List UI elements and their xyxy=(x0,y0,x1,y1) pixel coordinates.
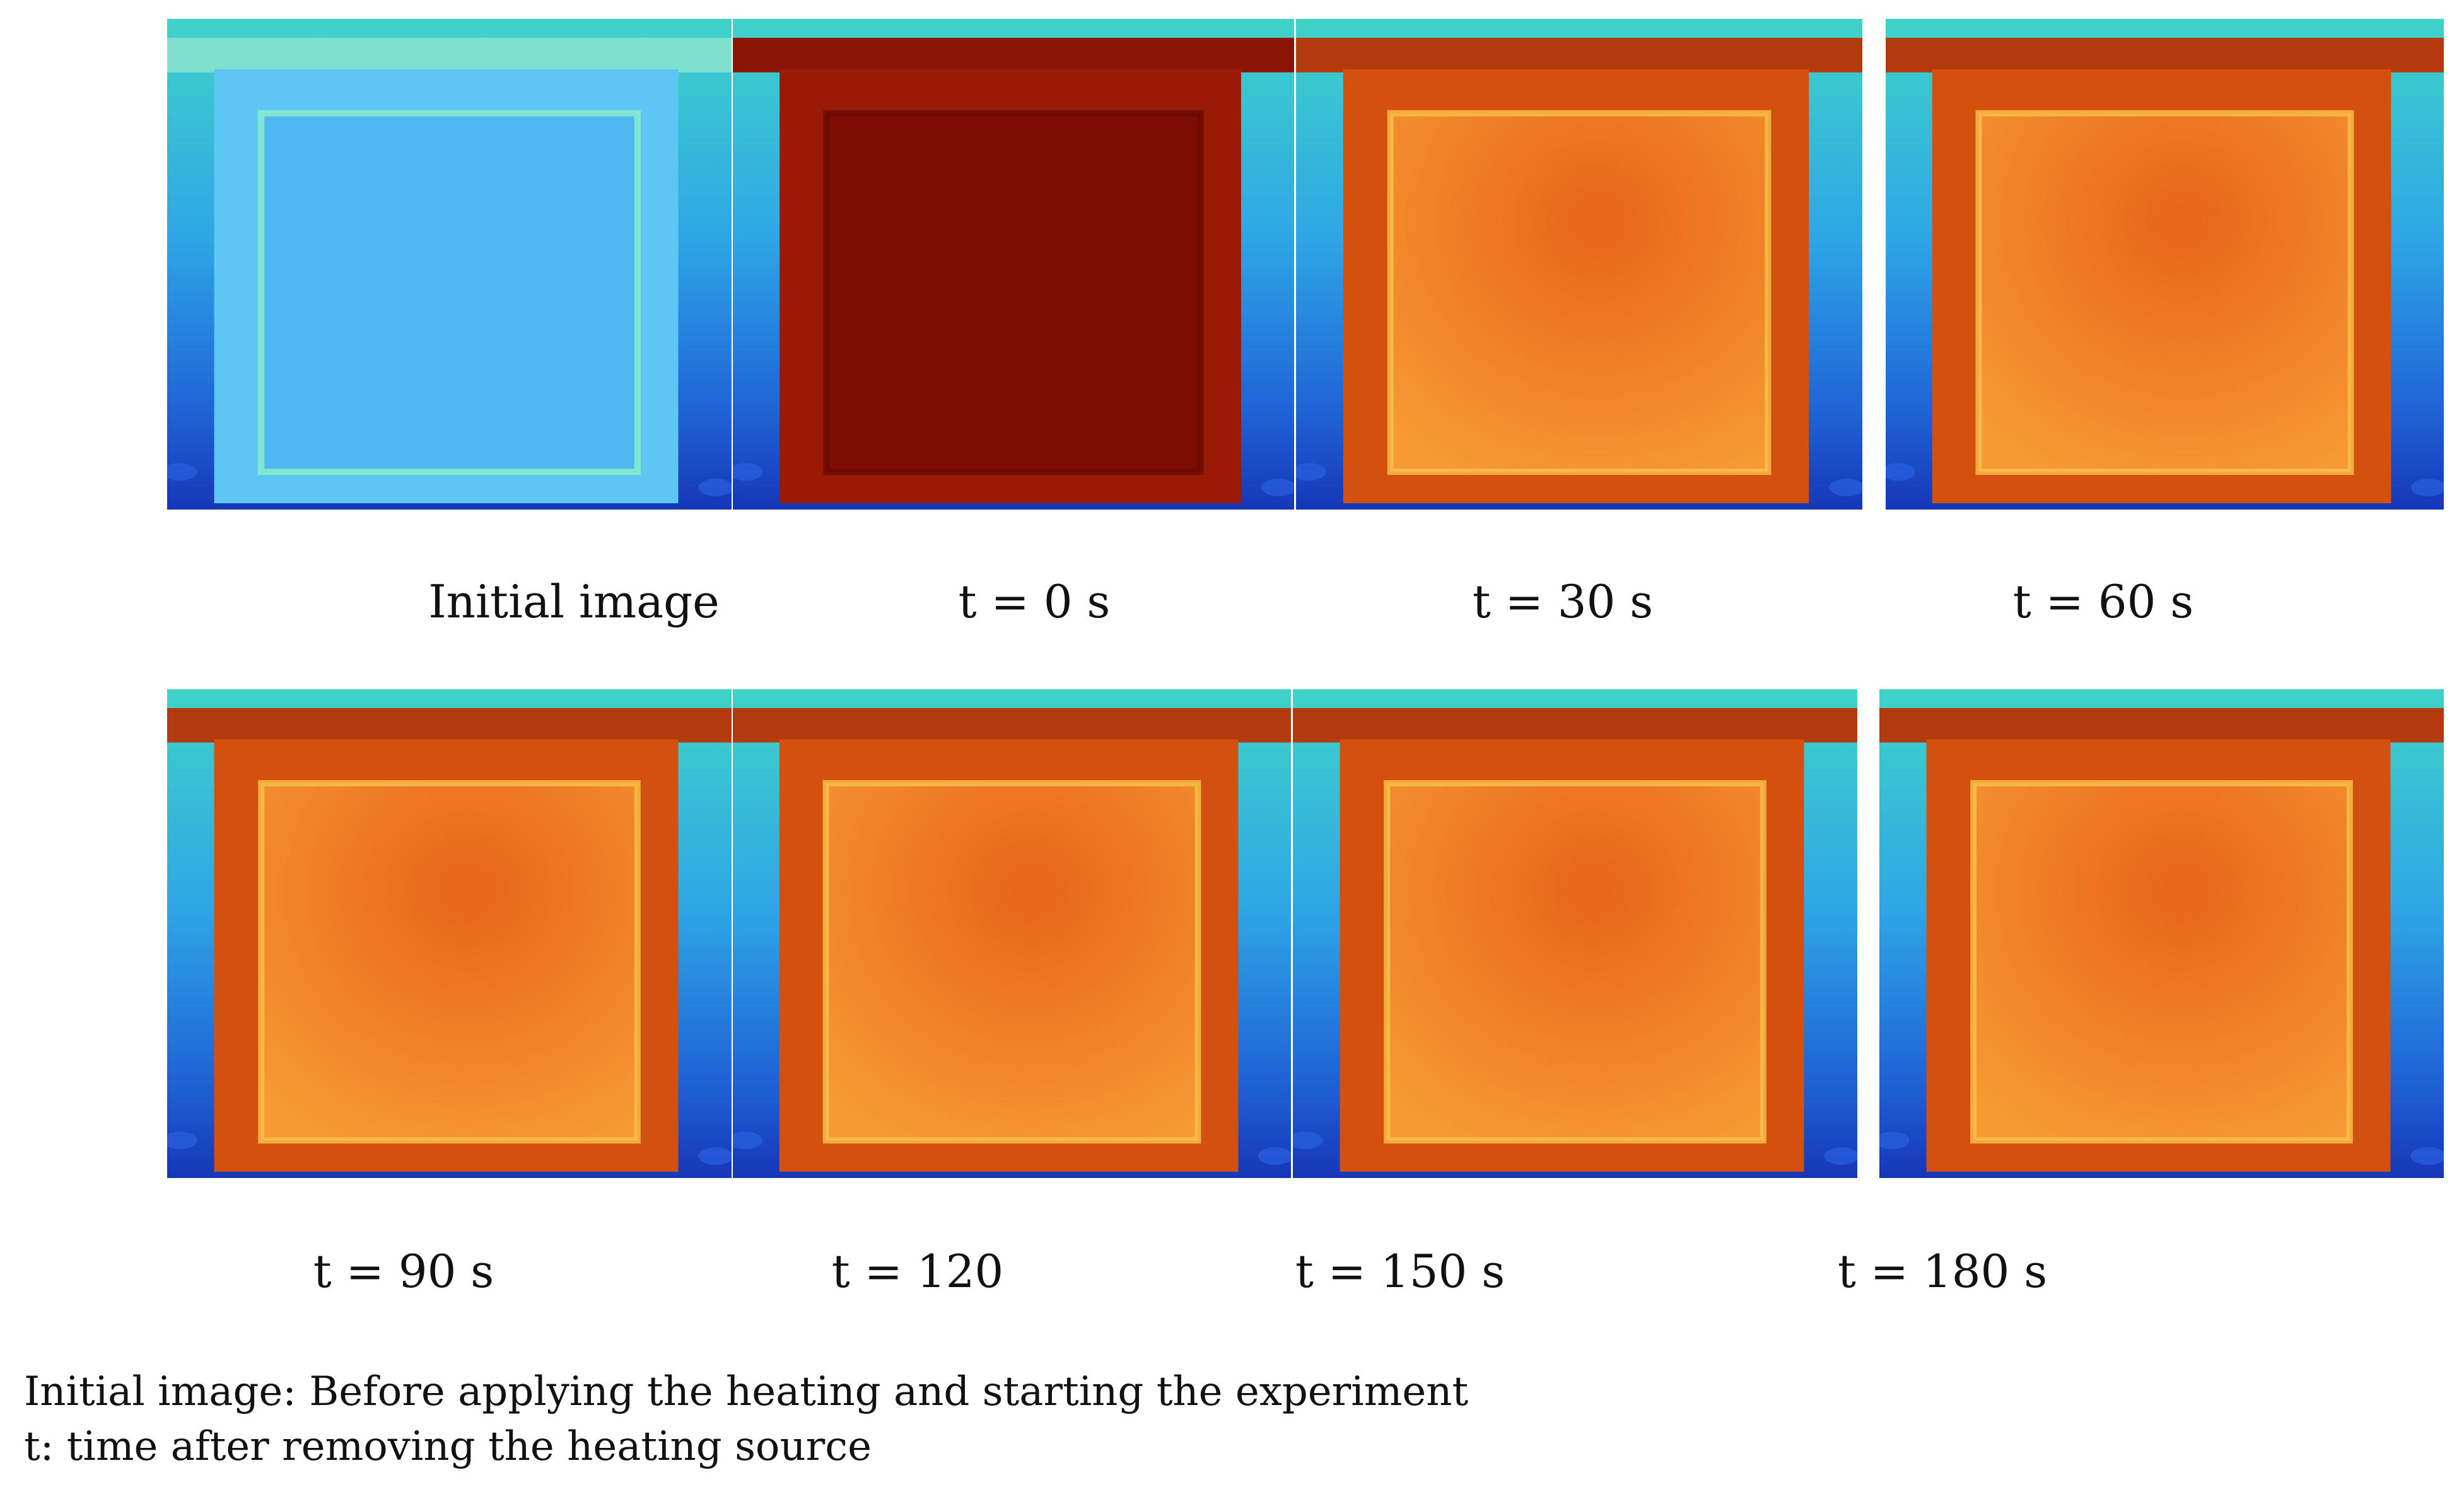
note-time: t: time after removing the heating sourc… xyxy=(24,1423,872,1470)
thermal-image-initial xyxy=(167,19,732,510)
caption-t120: t = 120 xyxy=(831,1245,1004,1298)
caption-t60: t = 60 s xyxy=(2012,575,2194,628)
thermal-image-t120 xyxy=(733,689,1291,1178)
note-initial-image: Initial image: Before applying the heati… xyxy=(24,1368,1469,1415)
caption-t90: t = 90 s xyxy=(313,1245,494,1298)
thermal-image-t60 xyxy=(1886,19,2444,510)
thermal-image-t30 xyxy=(1296,19,1862,510)
caption-t0: t = 0 s xyxy=(958,575,1111,628)
caption-initial: Initial image xyxy=(428,575,720,628)
caption-t150: t = 150 s xyxy=(1295,1245,1505,1298)
thermal-image-t0 xyxy=(733,19,1294,510)
thermal-image-t180 xyxy=(1879,689,2444,1178)
caption-t30: t = 30 s xyxy=(1472,575,1654,628)
thermal-image-t150 xyxy=(1293,689,1857,1178)
caption-t180: t = 180 s xyxy=(1837,1245,2048,1298)
thermal-image-t90 xyxy=(167,689,732,1178)
